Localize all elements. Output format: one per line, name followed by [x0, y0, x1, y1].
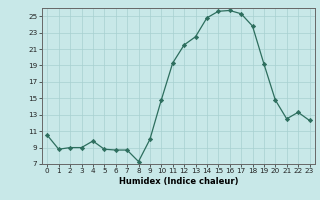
X-axis label: Humidex (Indice chaleur): Humidex (Indice chaleur) — [119, 177, 238, 186]
